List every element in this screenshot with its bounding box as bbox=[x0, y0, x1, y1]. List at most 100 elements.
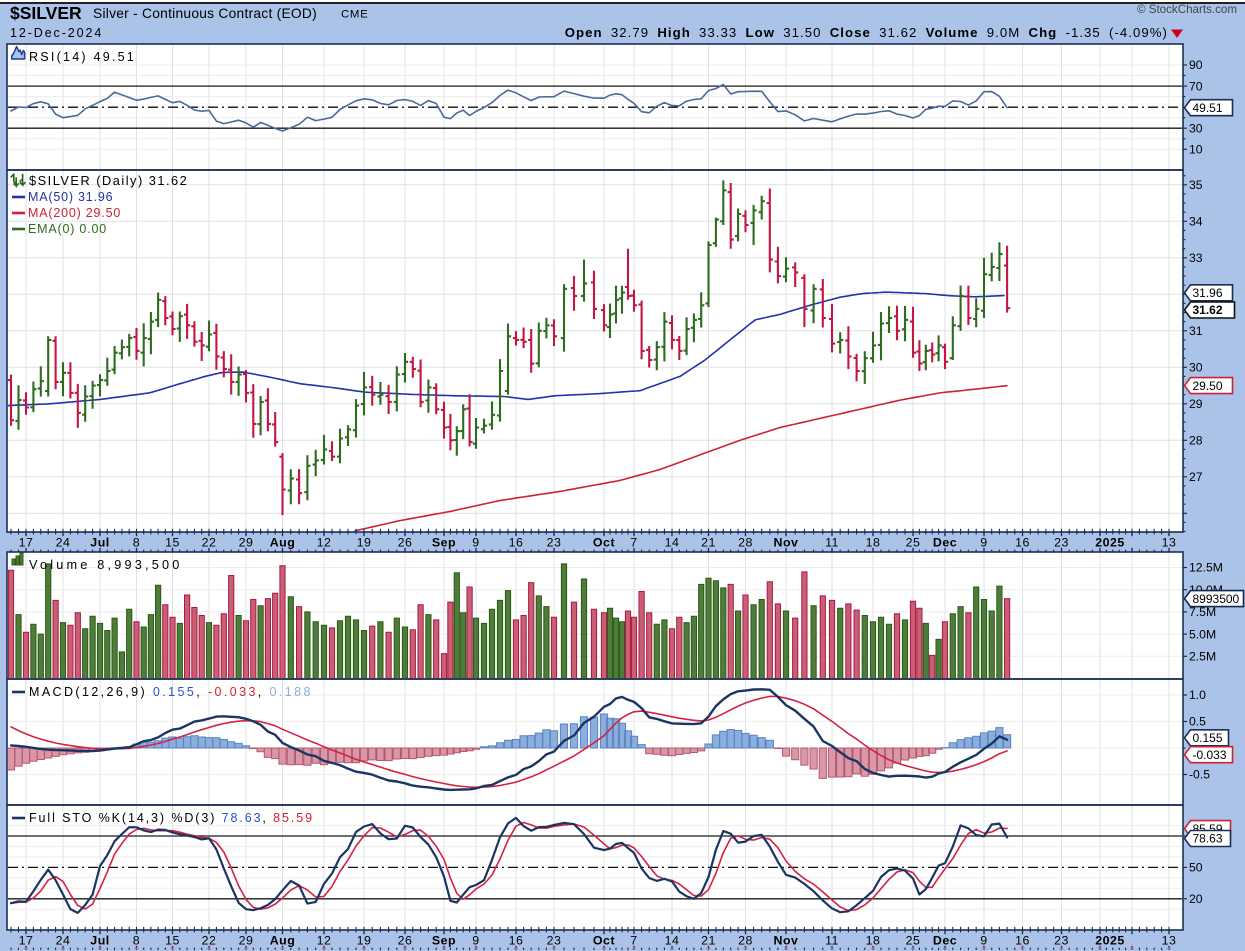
svg-text:25: 25 bbox=[906, 535, 921, 549]
svg-text:17: 17 bbox=[19, 933, 34, 947]
svg-text:2025: 2025 bbox=[1095, 535, 1125, 549]
svg-text:28: 28 bbox=[738, 535, 753, 549]
svg-text:Full STO %K(14,3) %D(3) 78.63,: Full STO %K(14,3) %D(3) 78.63, 85.59 bbox=[29, 811, 314, 825]
svg-text:8: 8 bbox=[133, 933, 140, 947]
svg-text:29: 29 bbox=[239, 535, 254, 549]
svg-text:90: 90 bbox=[1189, 58, 1203, 72]
svg-text:27: 27 bbox=[1189, 470, 1203, 484]
svg-text:12.5M: 12.5M bbox=[1189, 561, 1223, 575]
svg-text:Nov: Nov bbox=[774, 535, 799, 549]
svg-text:29.50: 29.50 bbox=[1193, 379, 1223, 393]
svg-text:13: 13 bbox=[1162, 535, 1177, 549]
svg-text:-0.5: -0.5 bbox=[1189, 768, 1210, 782]
svg-text:21: 21 bbox=[701, 933, 716, 947]
svg-text:21: 21 bbox=[701, 535, 716, 549]
svg-text:31.62: 31.62 bbox=[1193, 303, 1223, 317]
svg-text:16: 16 bbox=[1015, 535, 1030, 549]
svg-text:0.155: 0.155 bbox=[1193, 731, 1223, 745]
svg-text:17: 17 bbox=[19, 535, 34, 549]
svg-text:34: 34 bbox=[1189, 215, 1203, 229]
svg-text:Open 32.79 High 33.33 Low 31: Open 32.79 High 33.33 Low 31.50 Close 31… bbox=[565, 25, 1168, 40]
svg-text:Oct: Oct bbox=[593, 933, 615, 947]
svg-text:Oct: Oct bbox=[593, 535, 615, 549]
svg-text:29: 29 bbox=[1189, 397, 1203, 411]
svg-text:24: 24 bbox=[56, 535, 71, 549]
svg-text:-0.033: -0.033 bbox=[1193, 748, 1227, 762]
svg-text:18: 18 bbox=[866, 933, 881, 947]
svg-text:33: 33 bbox=[1189, 251, 1203, 265]
svg-text:Jul: Jul bbox=[90, 535, 109, 549]
svg-text:Jul: Jul bbox=[90, 933, 109, 947]
svg-text:78.63: 78.63 bbox=[1193, 832, 1223, 846]
svg-text:12: 12 bbox=[317, 535, 332, 549]
svg-text:70: 70 bbox=[1189, 79, 1203, 93]
svg-text:14: 14 bbox=[665, 535, 680, 549]
svg-text:22: 22 bbox=[202, 535, 217, 549]
svg-text:16: 16 bbox=[509, 933, 524, 947]
svg-text:23: 23 bbox=[1054, 535, 1069, 549]
svg-text:$SILVER (Daily) 31.62: $SILVER (Daily) 31.62 bbox=[29, 173, 188, 188]
svg-text:13: 13 bbox=[1162, 933, 1177, 947]
svg-text:Sep: Sep bbox=[432, 535, 456, 549]
svg-text:Sep: Sep bbox=[432, 933, 456, 947]
svg-text:12-Dec-2024: 12-Dec-2024 bbox=[10, 26, 103, 40]
svg-text:0.5: 0.5 bbox=[1189, 715, 1206, 729]
svg-text:16: 16 bbox=[1015, 933, 1030, 947]
svg-text:14: 14 bbox=[665, 933, 680, 947]
svg-text:MACD(12,26,9) 0.155, -0.033, 0: MACD(12,26,9) 0.155, -0.033, 0.188 bbox=[29, 685, 313, 699]
svg-text:7: 7 bbox=[630, 933, 637, 947]
svg-text:12: 12 bbox=[317, 933, 332, 947]
svg-text:29: 29 bbox=[239, 933, 254, 947]
svg-text:2.5M: 2.5M bbox=[1189, 650, 1216, 664]
svg-text:22: 22 bbox=[202, 933, 217, 947]
svg-text:31.96: 31.96 bbox=[1193, 286, 1223, 300]
svg-text:CME: CME bbox=[341, 9, 368, 21]
svg-text:10: 10 bbox=[1189, 143, 1203, 157]
svg-text:11: 11 bbox=[825, 535, 839, 549]
svg-text:24: 24 bbox=[56, 933, 71, 947]
svg-text:5.0M: 5.0M bbox=[1189, 627, 1216, 641]
svg-text:RSI(14) 49.51: RSI(14) 49.51 bbox=[29, 50, 136, 64]
svg-text:16: 16 bbox=[509, 535, 524, 549]
svg-text:15: 15 bbox=[165, 933, 180, 947]
svg-text:2025: 2025 bbox=[1095, 933, 1125, 947]
svg-text:9: 9 bbox=[472, 535, 479, 549]
svg-text:Silver - Continuous Contract (: Silver - Continuous Contract (EOD) bbox=[93, 6, 317, 21]
svg-text:23: 23 bbox=[1054, 933, 1069, 947]
svg-text:31: 31 bbox=[1189, 324, 1203, 338]
svg-text:49.51: 49.51 bbox=[1193, 101, 1223, 115]
svg-text:18: 18 bbox=[866, 535, 881, 549]
svg-text:Nov: Nov bbox=[774, 933, 799, 947]
svg-text:Dec: Dec bbox=[933, 933, 957, 947]
svg-text:19: 19 bbox=[357, 535, 372, 549]
svg-text:$SILVER: $SILVER bbox=[10, 3, 82, 23]
svg-text:30: 30 bbox=[1189, 121, 1203, 135]
svg-text:7: 7 bbox=[630, 535, 637, 549]
svg-text:8993500: 8993500 bbox=[1193, 592, 1240, 606]
svg-text:Dec: Dec bbox=[933, 535, 957, 549]
svg-text:Aug: Aug bbox=[270, 933, 296, 947]
svg-text:Aug: Aug bbox=[270, 535, 296, 549]
svg-text:30: 30 bbox=[1189, 361, 1203, 375]
svg-text:9: 9 bbox=[980, 933, 987, 947]
svg-text:23: 23 bbox=[547, 535, 562, 549]
svg-text:7.5M: 7.5M bbox=[1189, 605, 1216, 619]
svg-text:1.0: 1.0 bbox=[1189, 688, 1206, 702]
svg-text:EMA(0) 0.00: EMA(0) 0.00 bbox=[28, 222, 107, 236]
svg-text:9: 9 bbox=[472, 933, 479, 947]
svg-text:15: 15 bbox=[165, 535, 180, 549]
svg-text:26: 26 bbox=[398, 535, 413, 549]
svg-text:26: 26 bbox=[398, 933, 413, 947]
svg-text:28: 28 bbox=[1189, 434, 1203, 448]
svg-text:23: 23 bbox=[547, 933, 562, 947]
svg-text:50: 50 bbox=[1189, 861, 1203, 875]
svg-text:MA(200) 29.50: MA(200) 29.50 bbox=[28, 206, 121, 220]
svg-text:20: 20 bbox=[1189, 892, 1203, 906]
svg-text:28: 28 bbox=[738, 933, 753, 947]
svg-text:© StockCharts.com: © StockCharts.com bbox=[1137, 3, 1237, 16]
svg-text:11: 11 bbox=[825, 933, 839, 947]
svg-text:25: 25 bbox=[906, 933, 921, 947]
svg-text:MA(50) 31.96: MA(50) 31.96 bbox=[28, 190, 113, 204]
svg-text:35: 35 bbox=[1189, 178, 1203, 192]
svg-text:8: 8 bbox=[133, 535, 140, 549]
